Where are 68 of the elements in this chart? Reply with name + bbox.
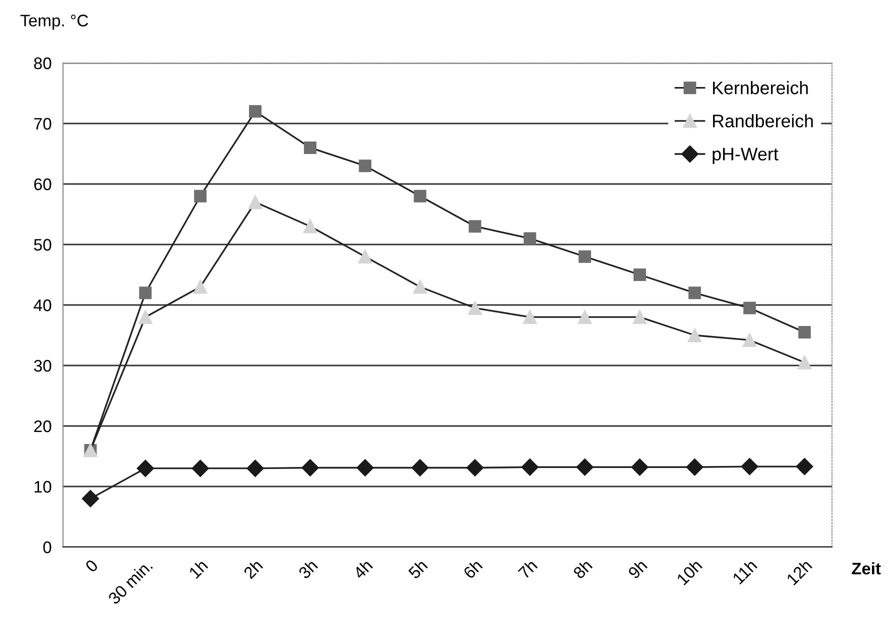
point	[138, 310, 152, 324]
point	[742, 333, 757, 348]
x-tick-label: 8h	[572, 558, 593, 580]
point	[743, 302, 756, 314]
point	[468, 301, 482, 315]
point	[688, 286, 701, 300]
x-tick-label: 4h	[352, 558, 373, 580]
point	[632, 310, 647, 324]
point	[413, 280, 427, 294]
y-tick-label: 80	[34, 57, 52, 70]
y-tick-label: 50	[34, 238, 52, 251]
point	[798, 356, 812, 370]
point	[631, 458, 648, 476]
point	[524, 232, 536, 245]
x-tick-label: 10h	[676, 558, 703, 586]
point	[634, 268, 646, 281]
x-tick-label: 5h	[407, 558, 428, 580]
point	[358, 160, 372, 172]
y-tick-label: 60	[34, 178, 52, 190]
point	[248, 195, 262, 210]
point	[246, 460, 264, 477]
y-tick-label: 70	[34, 118, 52, 130]
point	[358, 250, 372, 264]
point	[796, 458, 814, 476]
y-tick-label: 0	[43, 541, 52, 554]
point	[249, 105, 262, 118]
x-tick-label: 3h	[298, 558, 318, 580]
point	[741, 458, 758, 476]
x-tick-label: 30 min.	[107, 559, 153, 605]
point	[521, 458, 538, 476]
x-tick-label: 12h	[786, 558, 812, 586]
y-tick-label: 10	[34, 480, 52, 493]
point	[578, 250, 592, 263]
y-axis-title: Temp. °C	[20, 14, 88, 30]
point	[304, 141, 316, 154]
point	[82, 490, 100, 508]
x-axis-title: Zeit	[852, 562, 881, 574]
legend-label: Randbereich	[713, 114, 813, 128]
point	[686, 458, 704, 476]
x-tick-label: 11h	[732, 558, 758, 585]
x-tick-label: 0	[84, 558, 99, 573]
legend-label: pH-Wert	[712, 148, 778, 164]
y-tick-label: 40	[34, 299, 52, 312]
point	[414, 190, 426, 202]
point	[468, 220, 482, 233]
point	[466, 459, 484, 476]
point	[139, 286, 152, 300]
point	[798, 326, 811, 338]
x-tick-label: 2h	[242, 558, 264, 580]
y-tick-label: 20	[34, 420, 52, 432]
point	[356, 459, 374, 476]
point	[688, 328, 702, 342]
x-tick-label: 1h	[188, 558, 208, 579]
point	[303, 219, 318, 234]
x-tick-label: 7h	[517, 558, 538, 580]
point	[578, 310, 592, 324]
point	[192, 460, 209, 477]
x-tick-label: 9h	[627, 558, 648, 580]
point	[302, 459, 319, 476]
point	[411, 459, 429, 476]
x-tick-label: 6h	[462, 558, 483, 580]
point	[576, 458, 594, 476]
point	[522, 310, 537, 324]
legend-label: Kernbereich	[713, 81, 808, 94]
point	[193, 280, 208, 294]
point	[194, 190, 207, 202]
y-tick-label: 30	[34, 360, 52, 372]
point	[136, 460, 154, 477]
